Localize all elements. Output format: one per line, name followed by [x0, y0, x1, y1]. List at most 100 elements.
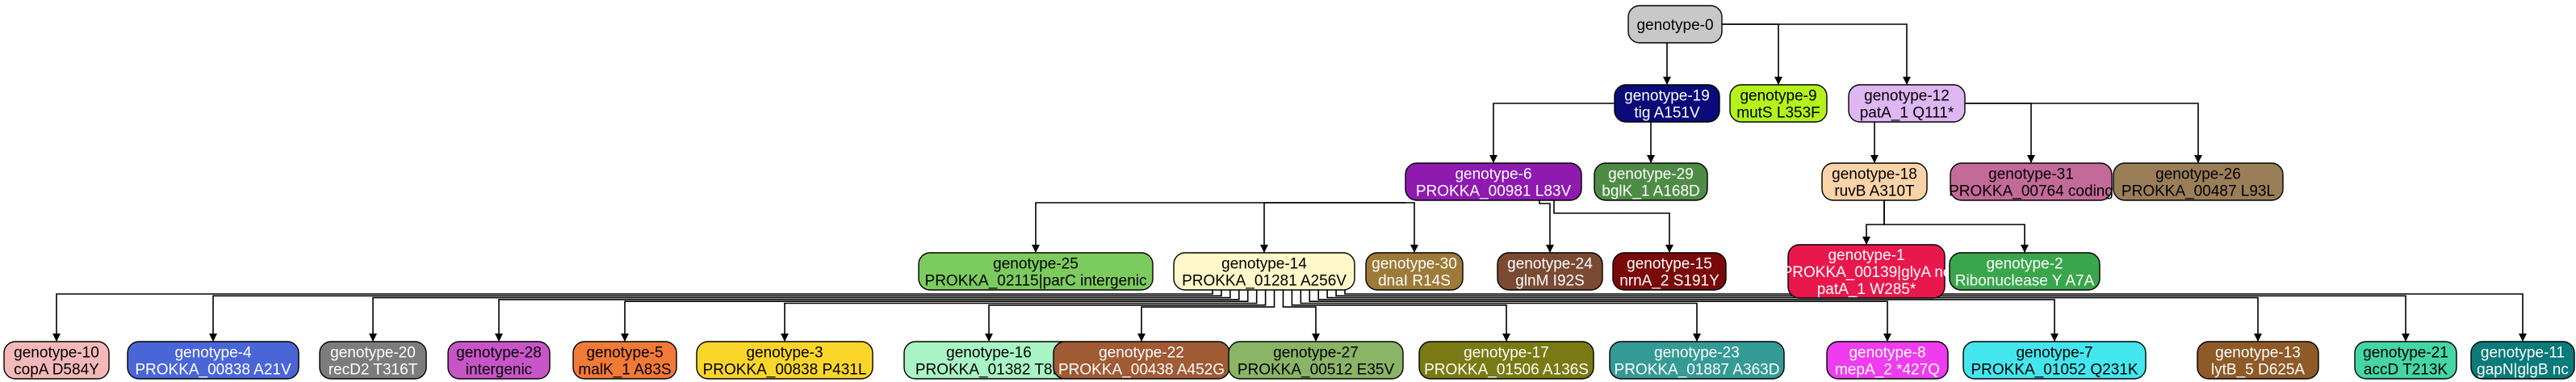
- node-title: genotype-3: [746, 345, 823, 362]
- node-title: genotype-8: [1849, 345, 1925, 362]
- node-box-genotype-19: [1614, 84, 1720, 123]
- node-title: genotype-26: [2155, 166, 2241, 183]
- node-mutation-label: Ribonuclease Y A7A: [1955, 273, 2095, 290]
- edge-genotype-14-to-genotype-22: [1137, 290, 1275, 342]
- node-genotype-0[interactable]: genotype-0: [1627, 5, 1723, 44]
- node-mutation-label: PROKKA_01052 Q231K: [1971, 362, 2138, 379]
- node-title: genotype-15: [1627, 256, 1712, 273]
- node-title: genotype-5: [586, 345, 663, 362]
- node-mutation-label: recD2 T316T: [329, 362, 418, 379]
- node-title: genotype-25: [993, 256, 1079, 273]
- node-mutation-label: tig A151V: [1634, 105, 1700, 122]
- node-mutation-label: patA_1 Q111*: [1860, 105, 1954, 122]
- node-mutation-label: copA D584Y: [14, 362, 99, 379]
- node-mutation-label: glnM I92S: [1515, 273, 1585, 290]
- node-box-genotype-17: [1418, 341, 1594, 380]
- node-box-genotype-24: [1497, 252, 1603, 291]
- node-box-genotype-28: [447, 341, 551, 380]
- node-box-genotype-10: [3, 341, 110, 380]
- node-box-genotype-9: [1729, 84, 1828, 123]
- node-title: genotype-31: [1988, 166, 2074, 183]
- node-mutation-label: mepA_2 *427Q: [1835, 362, 1940, 379]
- edge-genotype-14-to-genotype-20: [369, 290, 1231, 342]
- edge-genotype-14-to-genotype-7: [1317, 290, 2059, 342]
- node-title: genotype-27: [1273, 345, 1359, 362]
- node-box-genotype-29: [1594, 162, 1708, 201]
- edge-genotype-14-to-genotype-28: [495, 290, 1240, 342]
- edge-genotype-6-to-genotype-24: [1539, 200, 1554, 253]
- node-box-genotype-20: [319, 341, 427, 380]
- node-title: genotype-19: [1624, 88, 1710, 105]
- node-mutation-label: PROKKA_01887 A363D: [1615, 362, 1780, 379]
- node-box-genotype-3: [696, 341, 873, 380]
- node-mutation-label: lytB_5 D625A: [2211, 362, 2306, 379]
- edge-genotype-6-to-genotype-14: [1260, 202, 1405, 253]
- node-mutation-label: PROKKA_00139|glyA nc: [1782, 264, 1951, 281]
- node-title: genotype-24: [1507, 256, 1593, 273]
- node-title: genotype-22: [1099, 345, 1184, 362]
- node-title: genotype-21: [2363, 345, 2448, 362]
- node-title: genotype-23: [1654, 345, 1740, 362]
- node-box-genotype-23: [1609, 341, 1785, 380]
- node-box-genotype-18: [1821, 162, 1928, 201]
- node-box-genotype-31: [1950, 162, 2113, 201]
- node-mutation-label: PROKKA_00487 L93L: [2122, 183, 2275, 200]
- edge-genotype-12-to-genotype-26: [1965, 103, 2202, 163]
- node-title: genotype-10: [14, 345, 99, 362]
- node-title: genotype-0: [1636, 17, 1713, 34]
- node-box-genotype-21: [2354, 341, 2457, 380]
- edge-genotype-14-to-genotype-5: [621, 290, 1249, 342]
- node-mutation-label: PROKKA_01281 A256V: [1182, 273, 1347, 290]
- node-box-genotype-12: [1848, 84, 1966, 123]
- node-title: genotype-2: [1986, 256, 2063, 273]
- node-mutation-label: PROKKA_02115|parC intergenic: [925, 273, 1147, 290]
- node-mutation-label: patA_1 W285*: [1817, 281, 1916, 298]
- node-mutation-label: PROKKA_00981 L83V: [1416, 183, 1572, 200]
- node-box-genotype-5: [572, 341, 677, 380]
- node-title: genotype-18: [1832, 166, 1917, 183]
- edge-genotype-6-to-genotype-25: [1032, 202, 1405, 253]
- node-box-genotype-11: [2470, 341, 2575, 380]
- node-title: genotype-13: [2215, 345, 2301, 362]
- node-mutation-label: PROKKA_01382 T8P: [915, 362, 1062, 379]
- node-mutation-label: gapN|glgB nc: [2477, 362, 2569, 379]
- node-box-genotype-15: [1612, 252, 1727, 291]
- node-mutation-label: PROKKA_01506 A136S: [1424, 362, 1589, 379]
- node-box-genotype-1: [1787, 244, 1946, 299]
- edge-genotype-14-to-genotype-16: [985, 290, 1267, 342]
- edge-genotype-19-to-genotype-6: [1489, 103, 1615, 163]
